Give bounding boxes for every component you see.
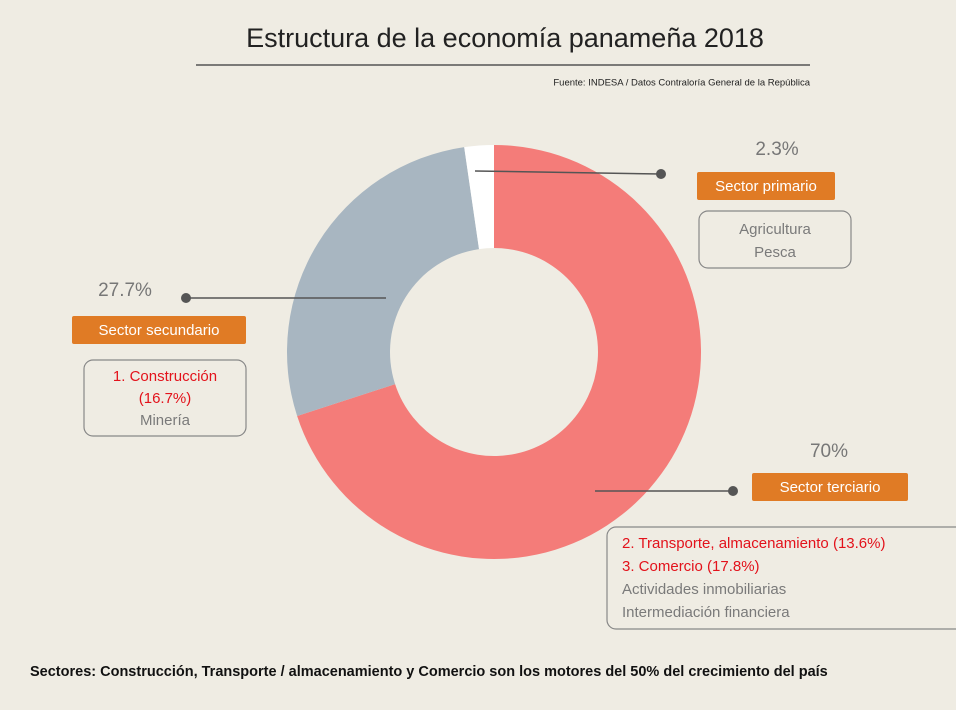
detail-text: 1. Construcción (113, 368, 217, 385)
leader-dot (728, 486, 738, 496)
category-box (752, 473, 908, 501)
detail-text: Agricultura (739, 221, 811, 238)
donut-slice (297, 145, 701, 559)
leader-line (474, 170, 662, 175)
chart-title: Estructura de la economía panameña 2018 (246, 23, 764, 53)
leader-dot (181, 293, 191, 303)
detail-text: Actividades inmobiliarias (622, 581, 786, 598)
category-box (72, 316, 246, 344)
donut-slice (286, 147, 480, 416)
value-label: 27.7% (98, 280, 152, 301)
category-box (697, 172, 835, 200)
detail-text: Minería (140, 412, 191, 429)
detail-text: (16.7%) (139, 390, 192, 407)
category-label: Sector primario (715, 178, 817, 195)
category-label: Sector secundario (99, 322, 220, 339)
detail-box (698, 210, 852, 269)
value-label: 70% (810, 441, 848, 462)
detail-box (83, 359, 247, 437)
value-label: 2.3% (755, 139, 798, 160)
category-label: Sector terciario (780, 479, 881, 496)
detail-text: Pesca (754, 244, 796, 261)
detail-text: 3. Comercio (17.8%) (622, 558, 760, 575)
source: Fuente: INDESA / Datos Contraloría Gener… (553, 78, 810, 89)
detail-box (606, 526, 956, 630)
detail-text: 2. Transporte, almacenamiento (13.6%) (622, 535, 885, 552)
footnote: Sectores: Construcción, Transporte / alm… (30, 664, 828, 680)
detail-text: Intermediación financiera (622, 604, 790, 621)
leader-dot (656, 169, 666, 179)
